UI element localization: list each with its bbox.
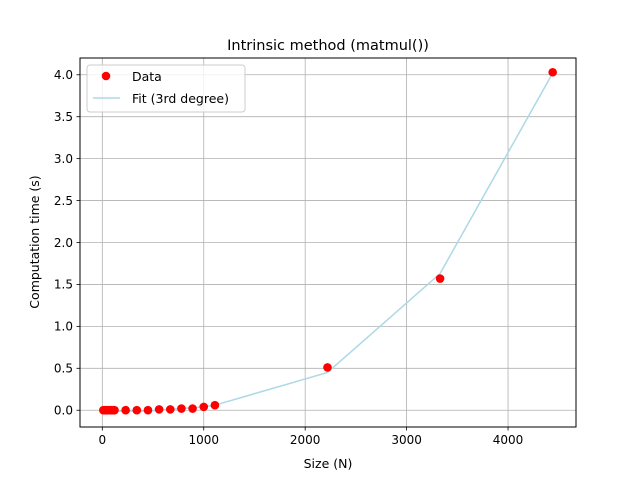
- y-tick-label: 2.0: [54, 236, 73, 250]
- data-point: [199, 402, 209, 412]
- legend-fit-label: Fit (3rd degree): [132, 91, 229, 106]
- data-point: [121, 405, 130, 415]
- data-point: [165, 405, 175, 414]
- legend-box: [86, 64, 246, 113]
- legend-data-label: Data: [132, 69, 162, 84]
- x-tick-label: 1000: [188, 433, 219, 447]
- data-point: [143, 405, 153, 415]
- x-tick-label: 0: [98, 433, 106, 447]
- chart-title: Intrinsic method (matmul()): [227, 38, 429, 54]
- data-point: [177, 404, 186, 413]
- data-point: [154, 405, 164, 414]
- data-points: [99, 67, 557, 415]
- y-tick-label: 3.5: [54, 110, 73, 124]
- x-tick-label: 4000: [493, 433, 524, 447]
- x-tick-label: 3000: [391, 433, 422, 447]
- y-axis-label: Computation time (s): [27, 175, 42, 308]
- data-point: [548, 67, 557, 77]
- legend-data-marker: [101, 71, 111, 81]
- data-point: [132, 405, 142, 415]
- y-axis: 0.0 0.5 1.0 1.5 2.0 2.5 3.0 3.5 4.0: [54, 68, 80, 418]
- y-tick-label: 0.0: [54, 404, 73, 418]
- y-tick-label: 1.5: [54, 278, 73, 292]
- legend: Data Fit (3rd degree): [86, 64, 246, 113]
- y-tick-label: 0.5: [54, 362, 73, 376]
- y-tick-label: 3.0: [54, 152, 73, 166]
- x-axis: 0 1000 2000 3000 4000: [98, 427, 523, 447]
- data-point: [323, 363, 332, 372]
- data-point: [110, 405, 119, 415]
- data-point: [435, 274, 445, 283]
- data-point: [188, 404, 197, 413]
- y-tick-label: 2.5: [54, 194, 73, 208]
- data-point: [210, 400, 220, 410]
- y-tick-label: 1.0: [54, 320, 73, 334]
- x-tick-label: 2000: [290, 433, 321, 447]
- x-axis-label: Size (N): [304, 456, 353, 471]
- y-tick-label: 4.0: [54, 68, 73, 82]
- grid: [80, 58, 576, 427]
